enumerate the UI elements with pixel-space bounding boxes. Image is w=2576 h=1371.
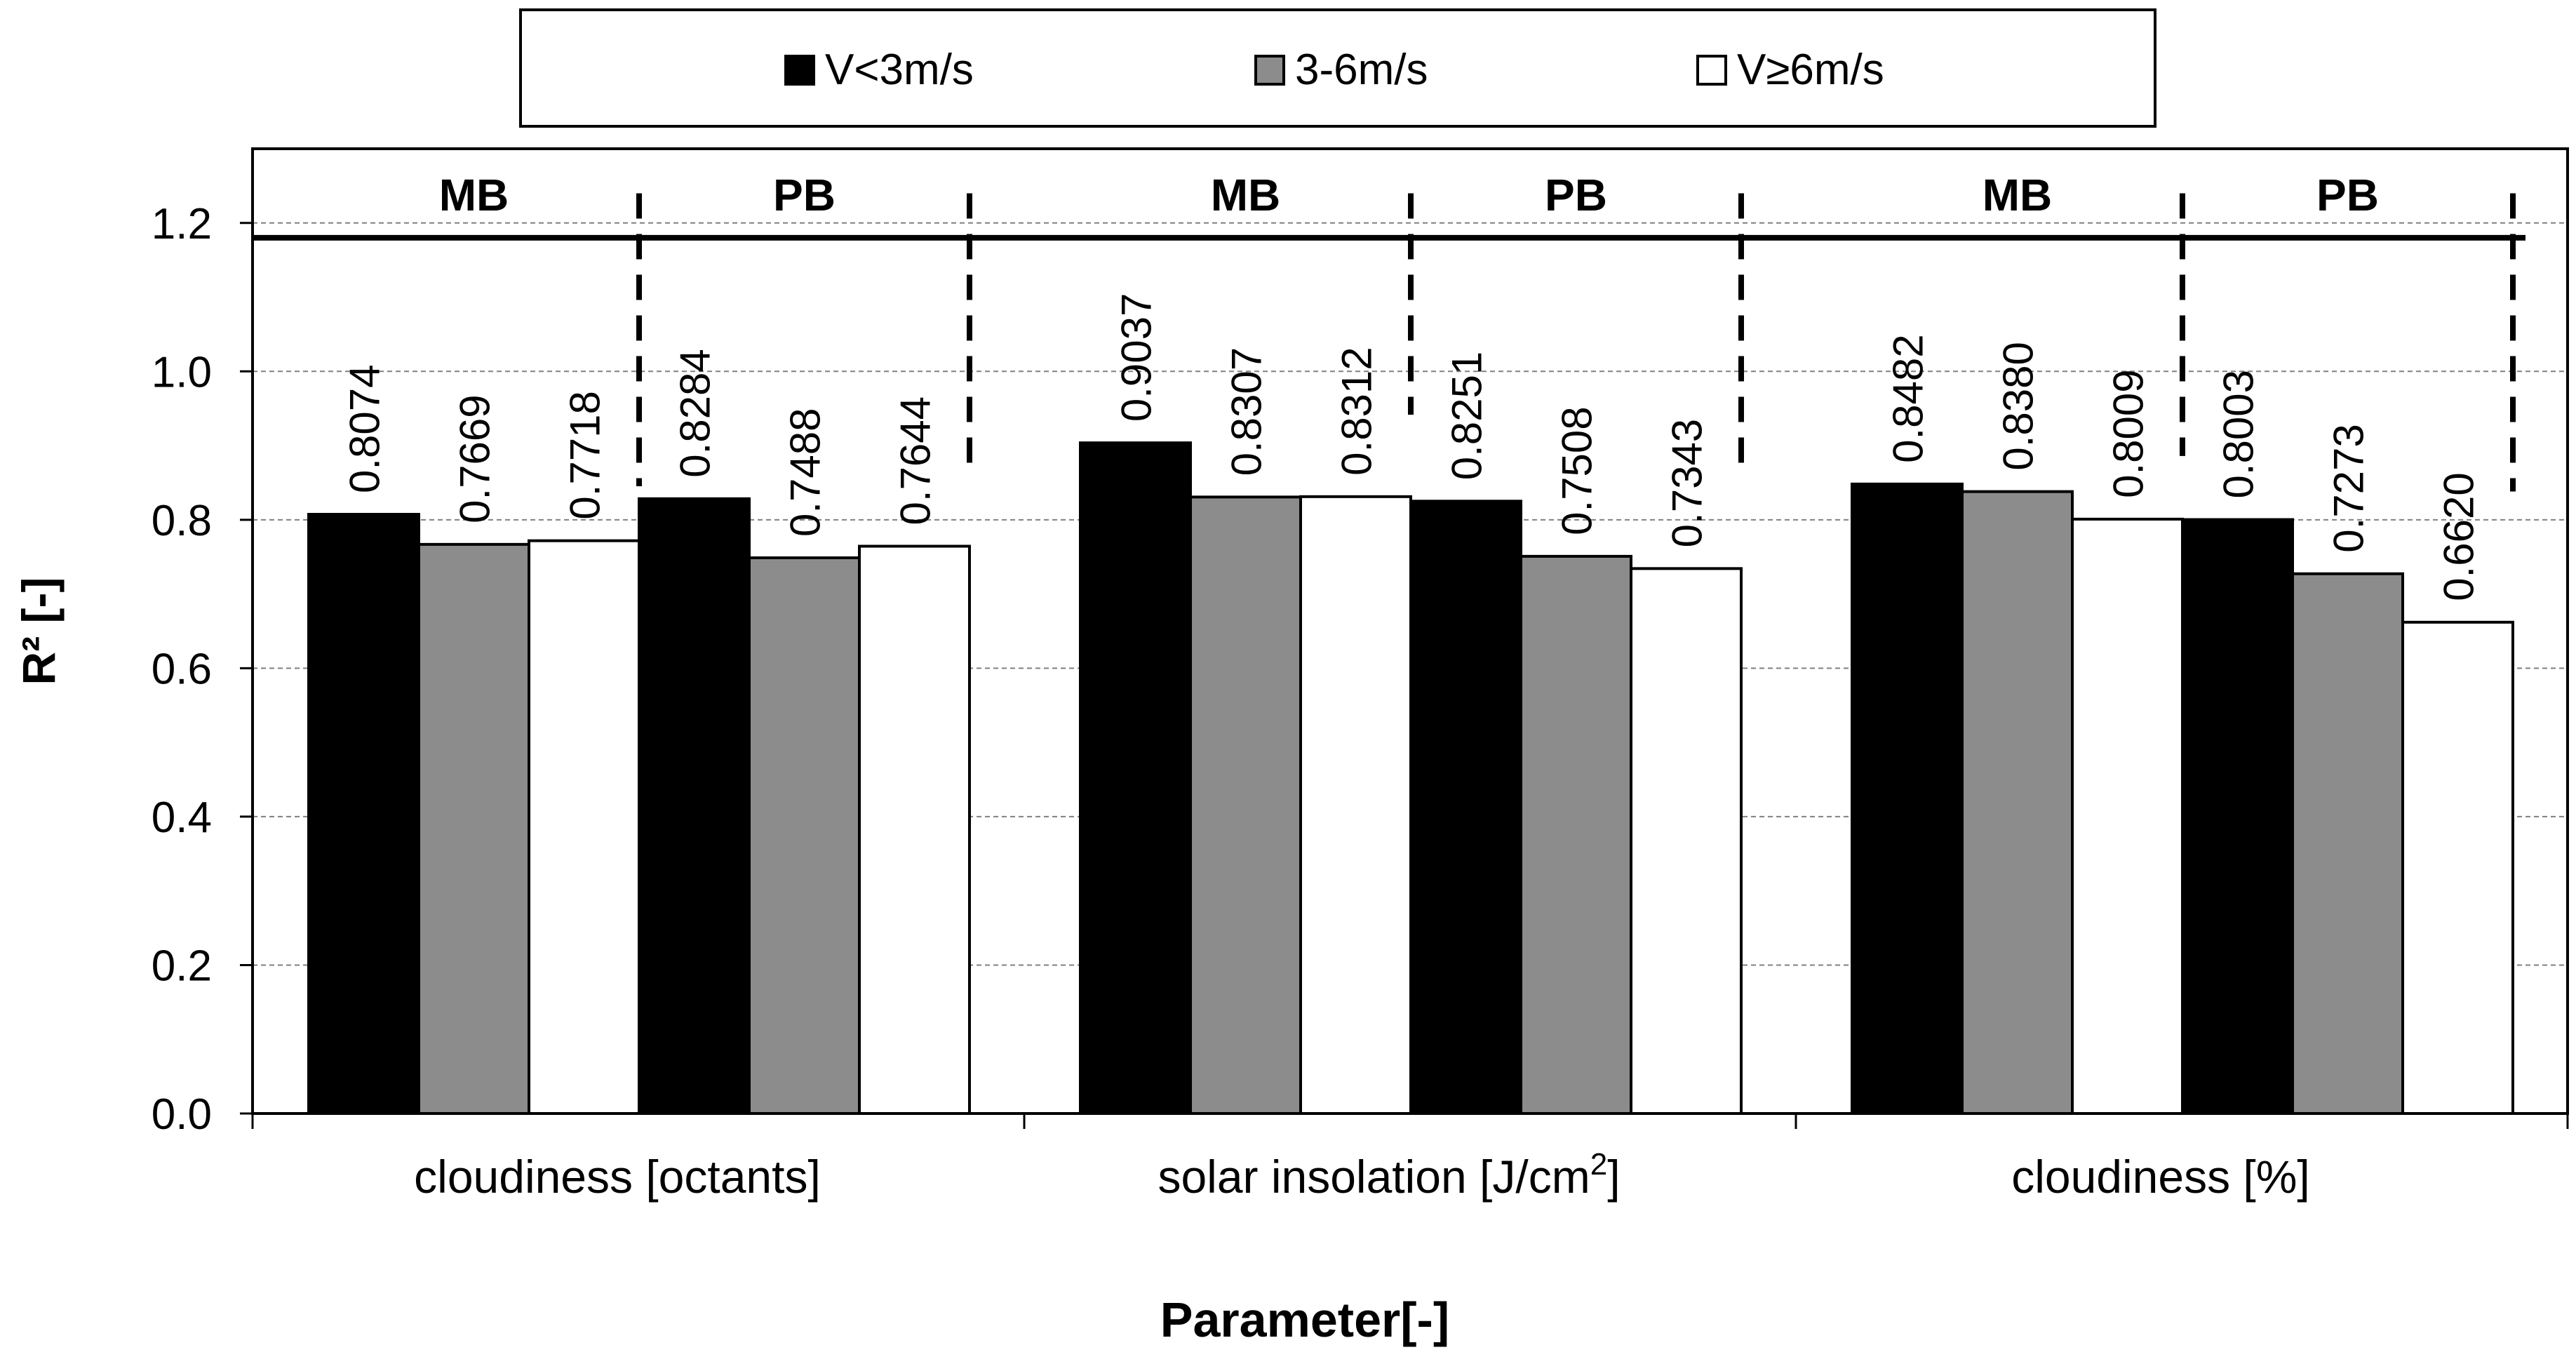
bar-value-label: 0.8003 [2215, 370, 2262, 499]
bar-value-label: 0.8251 [1444, 352, 1491, 481]
bar-value-label: 0.9037 [1113, 293, 1160, 422]
bar-value-label: 0.7718 [562, 391, 609, 520]
y-tick-label: 0.4 [152, 794, 212, 842]
subgroup-label: PB [1545, 170, 1607, 220]
bar-value-label: 0.7343 [1664, 419, 1711, 548]
y-axis-title: R² [-] [13, 577, 65, 686]
bar [307, 513, 420, 1115]
axes: 0.0 0.2 0.4 0.6 0.8 1.0 1.2 R² [-] Parameter[-] c… [13, 147, 2569, 1347]
legend: V<3m/s 3-6m/s V≥6m/s [519, 8, 2156, 128]
y-tick-label: 0.8 [152, 497, 212, 545]
bar [1299, 495, 1412, 1115]
bar-value-label: 0.6620 [2436, 472, 2483, 601]
group-dividers [253, 193, 2525, 492]
y-tick-label: 0.6 [152, 645, 212, 693]
x-category-label-text: cloudiness [octants] [414, 1151, 821, 1203]
x-category-label-text: solar insolation [J/cm [1158, 1151, 1590, 1203]
x-category-label-sup: 2 [1590, 1147, 1607, 1182]
bar-value-label: 0.8307 [1223, 347, 1270, 476]
bar-value-label: 0.8284 [672, 349, 719, 478]
bar [417, 542, 530, 1115]
y-tick-label: 1.0 [152, 348, 212, 396]
legend-label: 3-6m/s [1295, 46, 1428, 94]
bar [1630, 567, 1743, 1115]
bar-value-label: 0.7488 [782, 408, 829, 537]
bar [1851, 482, 1964, 1115]
legend-swatch [1254, 55, 1285, 86]
bar [1961, 490, 2074, 1115]
bar [1409, 500, 1522, 1115]
bar-value-label: 0.8312 [1334, 347, 1381, 476]
subgroup-label: MB [1983, 170, 2053, 220]
x-category-label-text: cloudiness [%] [2011, 1151, 2310, 1203]
x-category-label: solar insolation [J/cm2] [1158, 1147, 1620, 1203]
bar-value-label: 0.8482 [1885, 334, 1932, 463]
legend-swatch [1696, 55, 1727, 86]
bar-value-label: 0.7508 [1554, 406, 1601, 535]
legend-label: V≥6m/s [1737, 46, 1884, 94]
bar-value-label: 0.8009 [2105, 369, 2152, 498]
bar [1520, 554, 1632, 1115]
x-category-label-suffix: ] [1607, 1151, 1620, 1203]
bar-value-label: 0.7644 [892, 396, 939, 526]
bar [2181, 518, 2294, 1115]
bar [1079, 441, 1192, 1115]
legend-swatch [784, 55, 815, 86]
bar [2291, 572, 2404, 1115]
bars [307, 441, 2514, 1115]
bar [1189, 495, 1302, 1115]
x-axis-title: Parameter[-] [1160, 1292, 1449, 1347]
subgroup-label: MB [439, 170, 509, 220]
y-tick-label: 1.2 [152, 200, 212, 248]
bar [2401, 620, 2514, 1115]
bar-value-label: 0.7273 [2326, 424, 2373, 553]
value-labels: 0.8074 0.7669 0.7718 MB 0.8284 0.7488 0.7644 PB… [342, 170, 2483, 601]
bar [528, 539, 640, 1115]
x-category-label: cloudiness [octants] [414, 1151, 821, 1203]
bar-value-label: 0.8074 [342, 365, 389, 494]
subgroup-label: PB [2316, 170, 2379, 220]
y-tick-label: 0.0 [152, 1090, 212, 1139]
legend-label: V<3m/s [825, 46, 974, 94]
y-tick-label: 0.2 [152, 942, 212, 990]
bar-value-label: 0.8380 [1995, 342, 2042, 471]
x-category-label: cloudiness [%] [2011, 1151, 2310, 1203]
plot-frame [251, 147, 2569, 1115]
bar [858, 544, 971, 1115]
bar-value-label: 0.7669 [452, 394, 499, 523]
bar [748, 556, 861, 1115]
bar [2071, 517, 2184, 1115]
subgroup-label: PB [773, 170, 836, 220]
bar [638, 497, 751, 1115]
subgroup-label: MB [1211, 170, 1281, 220]
